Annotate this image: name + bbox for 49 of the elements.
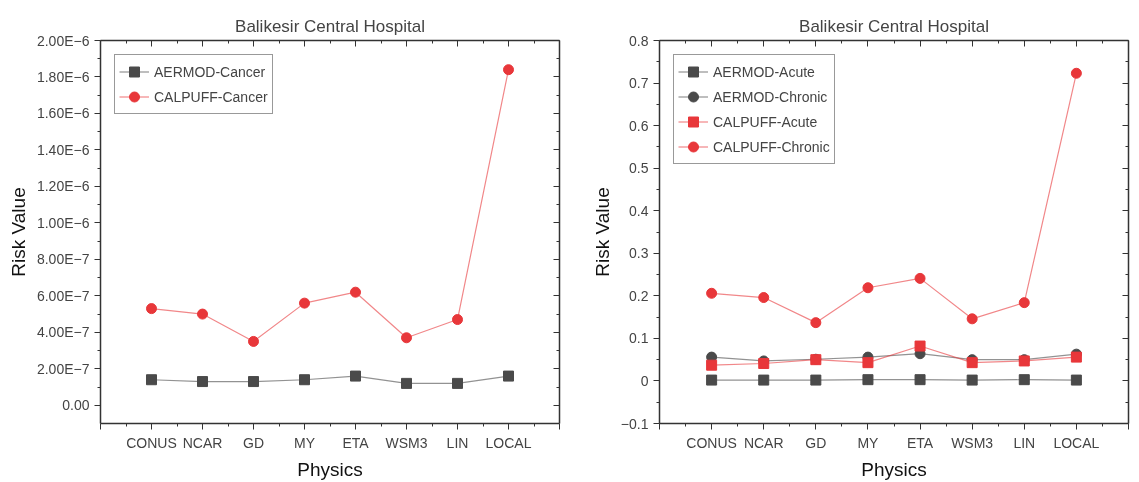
- x-tick-label: LIN: [1013, 434, 1036, 451]
- y-tick-label: 0: [640, 372, 649, 389]
- x-tick-label: NCAR: [182, 434, 223, 451]
- x-tick-label: LIN: [446, 434, 469, 451]
- legend-label: AERMOD-Cancer: [154, 62, 266, 82]
- legend-label: AERMOD-Chronic: [713, 87, 828, 107]
- y-tick-label: −0.1: [620, 415, 649, 432]
- x-tick-label: WSM3: [385, 434, 428, 451]
- y-tick-label: 0.3: [629, 245, 649, 262]
- x-axis-title: Physics: [297, 458, 363, 480]
- y-tick-label: 1.80E−6: [36, 68, 90, 85]
- legend-label: AERMOD-Acute: [713, 62, 815, 82]
- x-tick-label: GD: [243, 434, 264, 451]
- x-tick-label: LOCAL: [1053, 434, 1100, 451]
- y-tick-label: 4.00E−7: [36, 324, 90, 341]
- x-tick-label: ETA: [342, 434, 370, 451]
- x-tick-label: GD: [805, 434, 827, 451]
- x-tick-label: MY: [294, 434, 316, 451]
- chart-title: Balikesir Central Hospital: [799, 16, 989, 36]
- legend-label: CALPUFF-Chronic: [713, 137, 830, 157]
- y-tick-label: 0.8: [629, 32, 649, 49]
- legend-label: CALPUFF-Acute: [713, 112, 818, 132]
- y-tick-label: 6.00E−7: [36, 287, 90, 304]
- x-tick-label: LOCAL: [485, 434, 532, 451]
- x-axis-title: Physics: [861, 458, 927, 480]
- x-tick-label: ETA: [906, 434, 934, 451]
- x-tick-label: WSM3: [951, 434, 994, 451]
- legend-label: CALPUFF-Cancer: [154, 87, 268, 107]
- y-tick-label: 1.20E−6: [36, 178, 90, 195]
- y-tick-label: 0.7: [629, 75, 649, 92]
- y-axis-title: Risk Value: [591, 187, 613, 277]
- y-tick-label: 0.00: [62, 397, 90, 414]
- x-tick-label: CONUS: [126, 434, 177, 451]
- y-tick-label: 2.00E−7: [36, 360, 90, 377]
- y-tick-label: 0.4: [629, 202, 649, 219]
- x-tick-label: MY: [857, 434, 880, 451]
- y-tick-label: 1.60E−6: [36, 105, 90, 122]
- y-tick-label: 0.5: [629, 160, 649, 177]
- y-tick-label: 8.00E−7: [36, 251, 90, 268]
- y-tick-label: 1.00E−6: [36, 214, 90, 231]
- y-tick-label: 0.1: [629, 330, 649, 347]
- x-tick-label: CONUS: [686, 434, 737, 451]
- y-axis-title: Risk Value: [7, 187, 29, 277]
- y-tick-label: 0.6: [629, 117, 649, 134]
- x-tick-label: NCAR: [743, 434, 784, 451]
- y-tick-label: 2.00E−6: [36, 32, 90, 49]
- chart-title: Balikesir Central Hospital: [235, 16, 425, 36]
- y-tick-label: 1.40E−6: [36, 141, 90, 158]
- y-tick-label: 0.2: [629, 287, 649, 304]
